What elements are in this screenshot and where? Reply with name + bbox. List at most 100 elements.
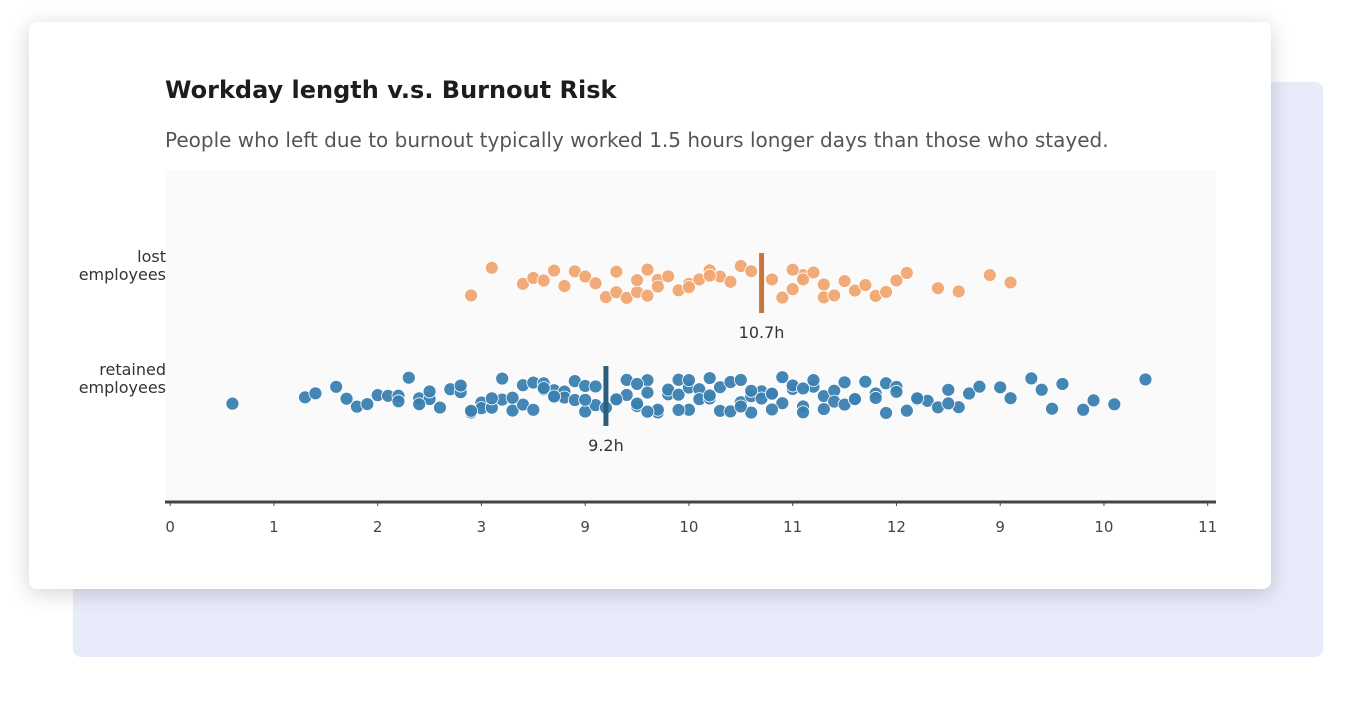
point [951, 284, 966, 299]
point [453, 378, 468, 393]
point [889, 273, 904, 288]
point [308, 386, 323, 401]
point [671, 387, 686, 402]
row-label: retained employees [78, 360, 166, 397]
point [848, 392, 862, 406]
x-tick-label: 9 [995, 518, 1005, 536]
point [806, 373, 821, 388]
point [671, 403, 686, 417]
median-mark [603, 366, 609, 426]
point [401, 370, 416, 385]
point [775, 396, 790, 411]
point [785, 282, 800, 297]
point [765, 386, 779, 401]
point [796, 272, 810, 287]
point [1138, 372, 1153, 387]
point [588, 276, 603, 291]
point [744, 405, 759, 420]
point [775, 370, 790, 385]
chart-subtitle: People who left due to burnout typically… [165, 128, 1109, 152]
median-label: 10.7h [739, 323, 785, 342]
point [578, 392, 593, 407]
point [516, 276, 530, 291]
point [464, 288, 478, 303]
point [1086, 393, 1101, 408]
x-tick-label: 0 [165, 518, 175, 536]
point [765, 272, 779, 287]
point [723, 274, 738, 289]
point [536, 381, 551, 395]
point [941, 382, 956, 397]
point [682, 280, 696, 295]
point [1024, 371, 1039, 386]
point [941, 396, 956, 411]
point [464, 403, 478, 418]
point [1055, 377, 1070, 391]
point [1034, 382, 1049, 397]
point [702, 388, 717, 403]
median-label: 9.2h [588, 436, 624, 455]
point [225, 396, 240, 411]
x-tick-label: 11 [1198, 518, 1217, 536]
point [484, 260, 499, 275]
point [1107, 397, 1122, 412]
point [619, 290, 634, 305]
point [1003, 391, 1018, 406]
point [816, 277, 831, 292]
point [972, 379, 987, 394]
point [868, 391, 883, 405]
point [806, 265, 821, 280]
point [630, 377, 644, 391]
chart-title: Workday length v.s. Burnout Risk [165, 76, 617, 104]
point [433, 400, 447, 415]
point [505, 390, 520, 405]
point [837, 274, 852, 288]
point [1076, 402, 1091, 417]
point [785, 262, 800, 277]
point [412, 397, 427, 412]
point [733, 399, 748, 414]
point [796, 405, 810, 420]
point [879, 285, 893, 299]
point [982, 268, 997, 282]
point [1045, 401, 1059, 416]
point [578, 269, 593, 284]
x-tick-label: 2 [373, 518, 383, 536]
point [702, 268, 717, 283]
x-tick-label: 10 [1094, 518, 1113, 536]
point [744, 383, 759, 398]
point [993, 380, 1008, 395]
point [547, 389, 561, 404]
point [962, 386, 976, 401]
point [484, 391, 499, 406]
point [640, 262, 655, 277]
point [640, 288, 655, 303]
point [495, 371, 510, 386]
point [889, 384, 904, 399]
point [640, 404, 655, 419]
point [899, 265, 914, 280]
point [609, 392, 624, 407]
x-tick-label: 10 [679, 518, 698, 536]
point [775, 290, 790, 305]
point [609, 264, 624, 279]
point [547, 263, 561, 278]
point [858, 278, 873, 292]
point [744, 264, 759, 279]
point [526, 402, 541, 417]
point [879, 406, 893, 420]
point [816, 402, 831, 416]
point [733, 373, 748, 387]
point [422, 384, 437, 399]
point [536, 273, 551, 288]
point [796, 381, 810, 396]
x-tick-label: 11 [783, 518, 802, 536]
point [329, 379, 344, 394]
point [858, 374, 873, 389]
point [588, 379, 603, 394]
point [339, 391, 354, 406]
x-tick-label: 1 [269, 518, 279, 536]
point [360, 397, 375, 412]
